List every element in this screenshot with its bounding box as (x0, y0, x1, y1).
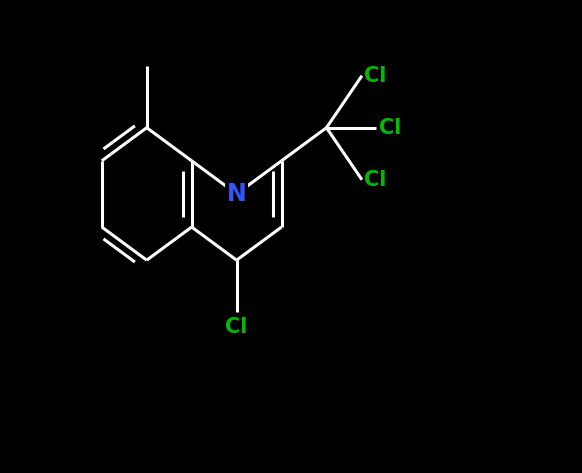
Text: Cl: Cl (364, 66, 386, 86)
Text: N: N (227, 182, 247, 206)
Text: Cl: Cl (225, 317, 248, 337)
Text: Cl: Cl (364, 170, 386, 190)
Text: Cl: Cl (378, 118, 401, 138)
